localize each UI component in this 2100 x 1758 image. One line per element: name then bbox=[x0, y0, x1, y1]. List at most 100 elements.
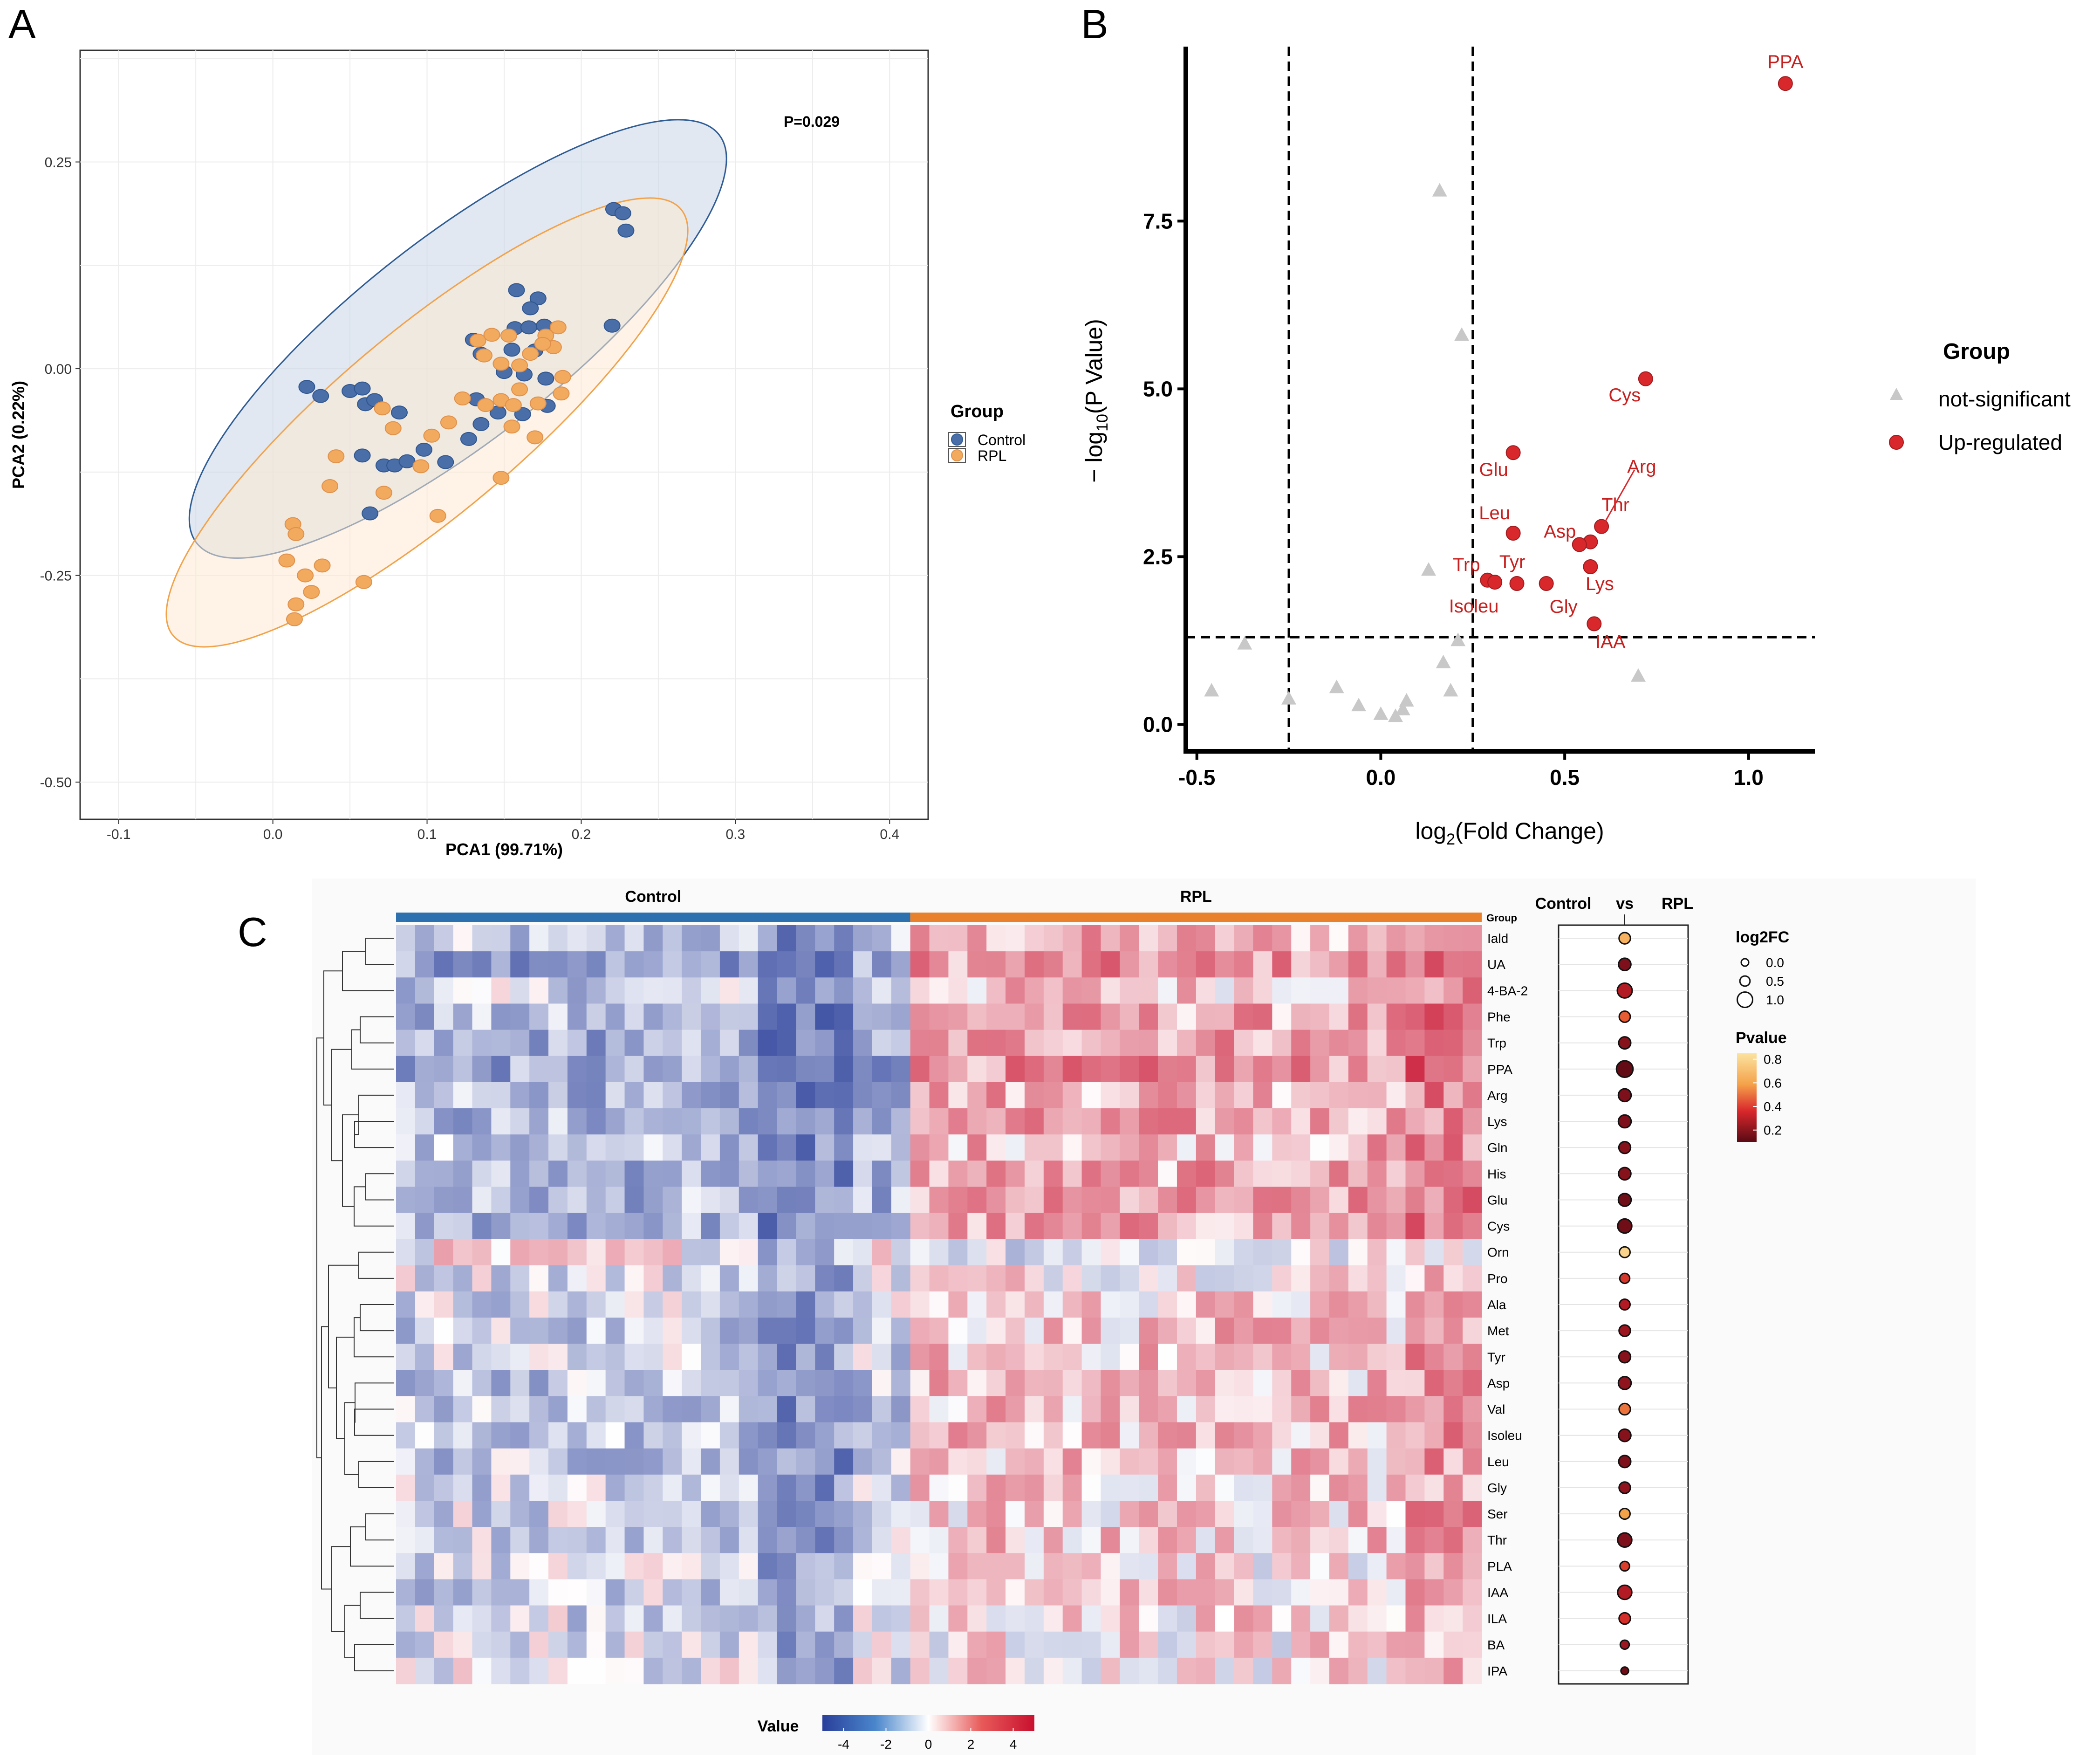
heatmap-cell bbox=[701, 1056, 720, 1083]
pca-point-control bbox=[362, 506, 379, 521]
heatmap-cell bbox=[1291, 1657, 1311, 1684]
heatmap-cell bbox=[1024, 1631, 1044, 1658]
heatmap-cell bbox=[1463, 925, 1482, 952]
heatmap-cell bbox=[1196, 1187, 1216, 1214]
heatmap-cell bbox=[701, 1448, 720, 1475]
pca-point-control bbox=[617, 223, 635, 238]
heatmap-cell bbox=[491, 1108, 511, 1135]
pca-point-control bbox=[603, 318, 621, 333]
pca-point-rpl bbox=[375, 486, 392, 500]
heatmap-cell bbox=[1101, 1422, 1120, 1449]
heatmap-cell bbox=[929, 925, 949, 952]
heatmap-cell bbox=[948, 1527, 968, 1553]
heatmap-cell bbox=[796, 1474, 815, 1501]
heatmap-cell bbox=[529, 1291, 549, 1318]
heatmap-cell bbox=[1291, 1239, 1311, 1266]
heatmap-cell bbox=[1253, 1448, 1272, 1475]
volcano-point-iaa bbox=[1587, 616, 1602, 632]
heatmap-cell bbox=[1120, 1082, 1139, 1109]
heatmap-cell bbox=[1081, 1318, 1101, 1344]
heatmap-cell bbox=[758, 1605, 778, 1632]
heatmap-cell bbox=[777, 1474, 797, 1501]
heatmap-cell bbox=[777, 1605, 797, 1632]
heatmap-cell bbox=[453, 1082, 473, 1109]
volcano-x-tick-label: 0.0 bbox=[1366, 765, 1395, 790]
heatmap-cell bbox=[472, 951, 492, 978]
heatmap-cell bbox=[1253, 1082, 1272, 1109]
heatmap-cell bbox=[1348, 1003, 1368, 1030]
heatmap-cell bbox=[1081, 1448, 1101, 1475]
heatmap-cell bbox=[567, 1108, 587, 1135]
heatmap-cell bbox=[567, 1239, 587, 1266]
heatmap-cell bbox=[1158, 1161, 1177, 1187]
heatmap-cell bbox=[472, 1527, 492, 1553]
heatmap-cell bbox=[472, 1134, 492, 1161]
heatmap-cell bbox=[1081, 1082, 1101, 1109]
heatmap-cell bbox=[1177, 1474, 1197, 1501]
volcano-point-not-significant bbox=[1281, 691, 1297, 705]
heatmap-cell bbox=[853, 1344, 873, 1370]
heatmap-cell bbox=[1158, 1474, 1177, 1501]
heatmap-cell bbox=[1272, 1187, 1292, 1214]
heatmap-cell bbox=[1139, 1396, 1158, 1423]
dot-orn bbox=[1619, 1246, 1631, 1258]
heatmap-cell bbox=[834, 1527, 854, 1553]
heatmap-cell bbox=[1177, 1108, 1197, 1135]
heatmap-cell bbox=[529, 1631, 549, 1658]
heatmap-cell bbox=[605, 1527, 625, 1553]
pca-point-control bbox=[415, 442, 432, 457]
heatmap-cell bbox=[834, 1631, 854, 1658]
heatmap-cell bbox=[491, 1318, 511, 1344]
heatmap-cell bbox=[948, 1213, 968, 1240]
heatmap-cell bbox=[777, 1265, 797, 1292]
heatmap-cell bbox=[1177, 977, 1197, 1004]
heatmap-cell bbox=[739, 1579, 759, 1606]
heatmap-cell bbox=[1215, 1448, 1235, 1475]
heatmap-cell bbox=[834, 1344, 854, 1370]
heatmap-cell bbox=[1215, 1030, 1235, 1057]
heatmap-cell bbox=[605, 951, 625, 978]
heatmap-cell bbox=[853, 1265, 873, 1292]
pvalue-legend-tick-label: 0.8 bbox=[1764, 1052, 1782, 1067]
heatmap-cell bbox=[586, 1422, 606, 1449]
heatmap-cell bbox=[986, 1161, 1006, 1187]
heatmap-cell bbox=[1177, 1056, 1197, 1083]
heatmap-cell bbox=[872, 1501, 892, 1527]
heatmap-cells bbox=[396, 925, 1482, 1684]
heatmap-cell bbox=[1443, 1605, 1463, 1632]
heatmap-cell bbox=[510, 925, 530, 952]
heatmap-cell bbox=[1120, 1187, 1139, 1214]
heatmap-cell bbox=[434, 951, 454, 978]
heatmap-row-label-ua: UA bbox=[1487, 957, 1505, 972]
heatmap-cell bbox=[834, 1108, 854, 1135]
heatmap-cell bbox=[777, 1108, 797, 1135]
volcano-point-leu bbox=[1505, 526, 1521, 541]
heatmap-cell bbox=[1310, 1265, 1330, 1292]
heatmap-cell bbox=[719, 1030, 739, 1057]
heatmap-cell bbox=[948, 1657, 968, 1684]
heatmap-cell bbox=[986, 1396, 1006, 1423]
heatmap-cell bbox=[605, 1553, 625, 1580]
heatmap-cell bbox=[453, 977, 473, 1004]
heatmap-cell bbox=[415, 1474, 435, 1501]
heatmap-cell bbox=[453, 925, 473, 952]
heatmap-cell bbox=[396, 1187, 416, 1214]
heatmap-cell bbox=[1386, 925, 1406, 952]
heatmap-cell bbox=[415, 1265, 435, 1292]
heatmap-cell bbox=[529, 1579, 549, 1606]
heatmap-cell bbox=[434, 1448, 454, 1475]
heatmap-cell bbox=[1234, 1579, 1254, 1606]
heatmap-cell bbox=[624, 1265, 644, 1292]
heatmap-cell bbox=[1062, 1291, 1082, 1318]
heatmap-cell bbox=[1139, 1056, 1158, 1083]
heatmap-cell bbox=[624, 1318, 644, 1344]
heatmap-cell bbox=[719, 977, 739, 1004]
heatmap-cell bbox=[1006, 1318, 1025, 1344]
dot-glu bbox=[1617, 1193, 1632, 1207]
heatmap-cell bbox=[548, 1239, 568, 1266]
heatmap-cell bbox=[1443, 1448, 1463, 1475]
heatmap-cell bbox=[1291, 1370, 1311, 1397]
heatmap-cell bbox=[567, 1657, 587, 1684]
heatmap-cell bbox=[1443, 1291, 1463, 1318]
heatmap-cell bbox=[605, 925, 625, 952]
